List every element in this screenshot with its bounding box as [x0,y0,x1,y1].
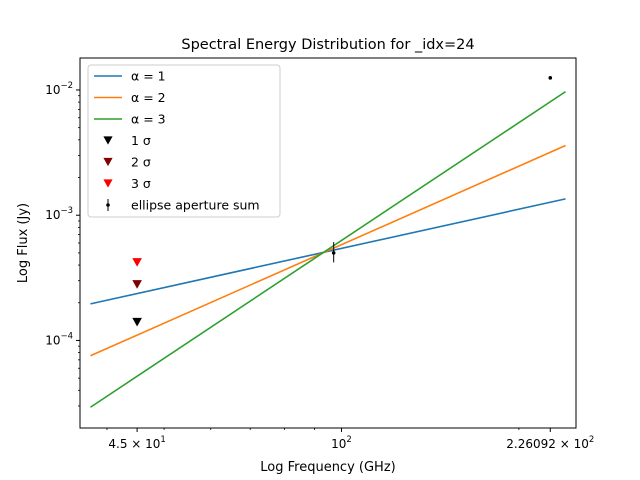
legend-label-2-sigma: 2 σ [131,155,151,170]
y-tick-label-3: 10−2 [45,81,73,97]
upper-limit-marker-2-sigma [132,280,142,289]
legend-label-1-sigma: 1 σ [131,133,151,148]
chart-title: Spectral Energy Distribution for _idx=24 [181,37,474,53]
upper-limit-marker-1-sigma [132,317,142,327]
series-line-alpha-3 [90,90,566,408]
series-layer [90,90,566,408]
measurement-point-2 [548,76,553,80]
legend-label-alpha-2: α = 2 [131,90,166,105]
ticks-layer: 4.5 × 101 102 2.26092 × 102 10−4 10−3 10−2 [45,81,594,451]
legend-marker-2-sigma [103,157,113,167]
legend-label-alpha-1: α = 1 [131,69,166,84]
y-tick-label-1: 10−4 [45,331,73,347]
y-tick-label-2: 10−3 [45,206,73,222]
legend-marker-3-sigma [103,179,113,188]
x-tick-label-3: 2.26092 × 102 [506,435,594,451]
legend-marker-1-sigma [103,136,113,145]
legend-measurement-marker [106,203,110,207]
x-tick-label-1: 4.5 × 101 [108,435,165,451]
x-axis-label: Log Frequency (GHz) [260,460,395,475]
legend-label-3-sigma: 3 σ [131,176,151,191]
legend-label-measurement: ellipse aperture sum [131,198,260,213]
markers-layer [132,76,553,327]
upper-limit-marker-3-sigma [132,258,142,267]
y-axis-label: Log Flux (Jy) [16,203,31,283]
measurement-point-1 [331,251,336,255]
legend-label-alpha-3: α = 3 [131,112,166,127]
legend-box [87,64,281,218]
legend: α = 1 α = 2 α = 3 1 σ 2 σ 3 σ ellipse aperture… [87,64,281,218]
series-line-alpha-2 [90,144,566,357]
x-tick-label-2: 102 [331,435,352,451]
